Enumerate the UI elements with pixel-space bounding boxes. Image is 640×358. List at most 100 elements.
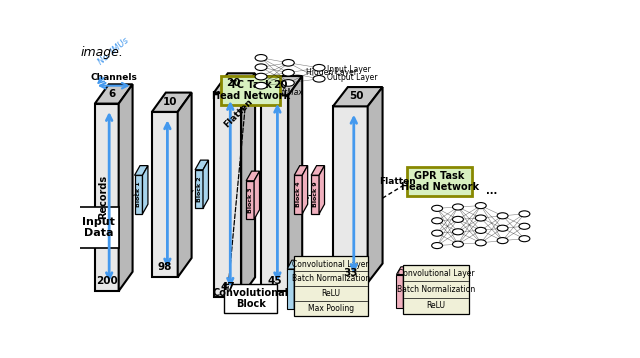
- Circle shape: [519, 236, 530, 242]
- Circle shape: [255, 73, 267, 80]
- Text: Block 3: Block 3: [248, 187, 253, 213]
- Polygon shape: [214, 73, 255, 93]
- Text: Batch Normalization: Batch Normalization: [292, 274, 370, 283]
- Text: 20: 20: [226, 78, 241, 88]
- Text: ...: ...: [486, 186, 497, 196]
- FancyBboxPatch shape: [221, 76, 280, 105]
- Text: Convolutional
Block: Convolutional Block: [212, 288, 289, 309]
- Circle shape: [313, 76, 325, 82]
- Polygon shape: [319, 166, 324, 214]
- Polygon shape: [241, 73, 255, 296]
- Text: 10: 10: [163, 97, 178, 107]
- Text: 200: 200: [96, 276, 118, 286]
- Circle shape: [431, 230, 443, 236]
- Circle shape: [282, 69, 294, 76]
- Polygon shape: [118, 84, 132, 291]
- Text: 47: 47: [220, 282, 235, 292]
- Circle shape: [476, 203, 486, 209]
- Polygon shape: [302, 166, 308, 214]
- FancyBboxPatch shape: [294, 256, 367, 316]
- Polygon shape: [403, 267, 408, 308]
- Polygon shape: [261, 76, 302, 95]
- Text: ...: ...: [255, 88, 268, 98]
- Text: Hidden Layer: Hidden Layer: [306, 68, 356, 77]
- Circle shape: [255, 82, 267, 89]
- Polygon shape: [134, 166, 148, 175]
- Text: Batch Normalization: Batch Normalization: [397, 285, 476, 294]
- Polygon shape: [152, 93, 191, 112]
- Polygon shape: [294, 166, 308, 175]
- Circle shape: [452, 241, 463, 247]
- Text: 98: 98: [157, 262, 172, 272]
- Text: Max Pooling: Max Pooling: [308, 304, 354, 313]
- Circle shape: [255, 64, 267, 71]
- Text: Block 4: Block 4: [296, 182, 301, 207]
- Circle shape: [452, 204, 463, 210]
- Text: 45: 45: [268, 276, 282, 286]
- Text: Flatten: Flatten: [223, 97, 255, 130]
- Text: Flatten: Flatten: [380, 177, 417, 186]
- FancyBboxPatch shape: [408, 167, 472, 196]
- Text: 6: 6: [109, 88, 116, 98]
- Text: image.: image.: [81, 46, 124, 59]
- Text: ...: ...: [283, 75, 294, 85]
- Circle shape: [519, 211, 530, 217]
- Polygon shape: [195, 170, 203, 208]
- Circle shape: [497, 238, 508, 244]
- Text: Output Layer: Output Layer: [326, 73, 377, 82]
- Polygon shape: [396, 275, 403, 308]
- Text: GPR Task
Head Network: GPR Task Head Network: [401, 171, 479, 192]
- Text: Block 1: Block 1: [136, 182, 141, 207]
- Polygon shape: [294, 175, 302, 214]
- Text: Block 9: Block 9: [312, 182, 317, 207]
- Text: SoftMax: SoftMax: [273, 88, 304, 97]
- Circle shape: [497, 213, 508, 219]
- Polygon shape: [214, 93, 241, 296]
- Polygon shape: [333, 87, 383, 106]
- Text: No. IMUs: No. IMUs: [97, 36, 131, 66]
- Text: ReLU: ReLU: [427, 301, 445, 310]
- Polygon shape: [143, 166, 148, 214]
- FancyBboxPatch shape: [224, 284, 277, 313]
- Circle shape: [313, 64, 325, 71]
- Circle shape: [255, 54, 267, 61]
- Polygon shape: [95, 103, 118, 291]
- Text: Records: Records: [98, 175, 108, 219]
- Polygon shape: [288, 76, 302, 291]
- Circle shape: [476, 215, 486, 221]
- Circle shape: [431, 205, 443, 211]
- Polygon shape: [246, 171, 260, 181]
- Circle shape: [431, 218, 443, 224]
- Circle shape: [282, 59, 294, 66]
- FancyBboxPatch shape: [78, 207, 118, 248]
- Polygon shape: [333, 106, 368, 283]
- Text: ReLU: ReLU: [449, 188, 472, 197]
- Polygon shape: [287, 260, 299, 269]
- Circle shape: [452, 229, 463, 235]
- Circle shape: [476, 227, 486, 233]
- Text: 50: 50: [349, 91, 364, 101]
- Polygon shape: [311, 166, 324, 175]
- Polygon shape: [368, 87, 383, 283]
- Text: Block 2: Block 2: [196, 176, 202, 202]
- Polygon shape: [261, 95, 288, 291]
- Text: Channels: Channels: [90, 73, 137, 82]
- Polygon shape: [294, 260, 299, 309]
- Polygon shape: [95, 84, 132, 103]
- Text: ...: ...: [298, 191, 310, 201]
- Text: TC Task
Head Network: TC Task Head Network: [212, 80, 290, 101]
- Polygon shape: [287, 269, 294, 309]
- Text: 33: 33: [343, 268, 358, 278]
- FancyBboxPatch shape: [403, 265, 469, 314]
- Polygon shape: [195, 160, 209, 170]
- Circle shape: [282, 79, 294, 86]
- Circle shape: [431, 242, 443, 248]
- Polygon shape: [246, 181, 254, 219]
- Circle shape: [476, 240, 486, 246]
- Text: Input
Data: Input Data: [82, 217, 115, 238]
- Polygon shape: [152, 112, 178, 277]
- Polygon shape: [396, 267, 408, 275]
- Circle shape: [452, 216, 463, 222]
- Circle shape: [497, 225, 508, 231]
- Text: ReLU: ReLU: [321, 289, 340, 298]
